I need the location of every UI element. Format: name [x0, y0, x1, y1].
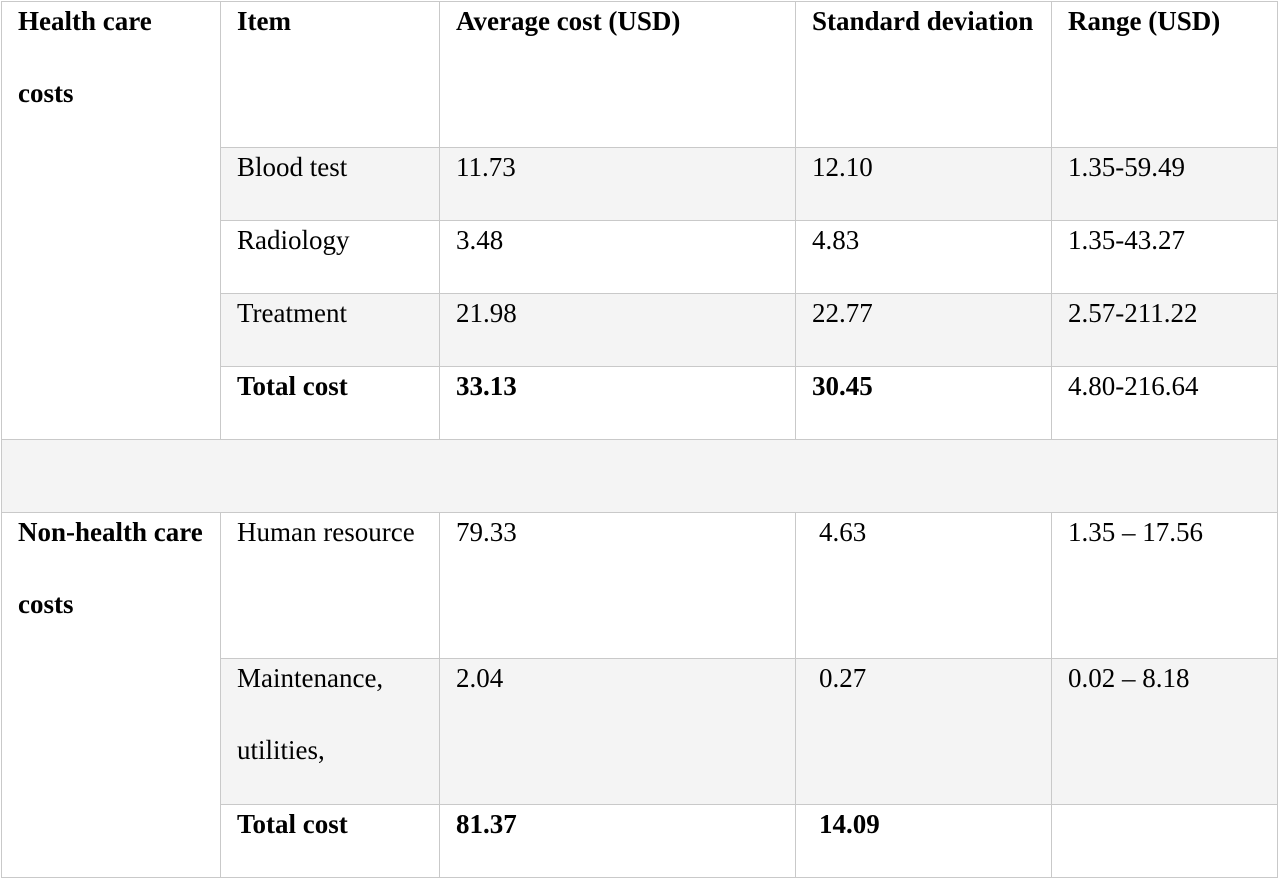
header-row: Health care costs Item Average cost (USD…	[1, 1, 1278, 440]
category-non-health-care-costs: Non-health care costs	[1, 512, 221, 878]
range-cell: 2.57-211.22	[1051, 293, 1278, 367]
std-cell: 14.09	[795, 804, 1052, 878]
std-cell: 30.45	[795, 366, 1052, 440]
header-item: Item	[220, 1, 440, 148]
spacer-cell	[1, 439, 1278, 513]
range-cell	[1051, 804, 1278, 878]
category-health-care-costs: Health care costs	[1, 1, 221, 440]
average-cell: 81.37	[439, 804, 796, 878]
std-cell: 4.63	[795, 512, 1052, 659]
range-cell: 0.02 – 8.18	[1051, 658, 1278, 805]
table-row: Maintenance, utilities, 2.04 0.27 0.02 –…	[2, 658, 1278, 805]
std-cell: 4.83	[795, 220, 1052, 294]
average-cell: 21.98	[439, 293, 796, 367]
table-row: Blood test 11.73 12.10 1.35-59.49	[2, 147, 1278, 221]
range-cell: 1.35-59.49	[1051, 147, 1278, 221]
average-cell: 79.33	[439, 512, 796, 659]
item-cell: Radiology	[220, 220, 440, 294]
range-cell: 1.35 – 17.56	[1051, 512, 1278, 659]
header-range: Range (USD)	[1051, 1, 1278, 148]
table-row: Radiology 3.48 4.83 1.35-43.27	[2, 220, 1278, 294]
table-row: Non-health care costs Human resource 79.…	[1, 512, 1278, 878]
range-cell: 4.80-216.64	[1051, 366, 1278, 440]
item-cell: Human resource	[220, 512, 440, 659]
std-cell: 0.27	[795, 658, 1052, 805]
average-cell: 11.73	[439, 147, 796, 221]
item-cell: Blood test	[220, 147, 440, 221]
header-average-cost: Average cost (USD)	[439, 1, 796, 148]
spacer-row	[1, 439, 1278, 513]
item-cell: Maintenance, utilities,	[220, 658, 440, 805]
average-cell: 33.13	[439, 366, 796, 440]
header-standard-deviation: Standard deviation	[795, 1, 1052, 148]
item-cell: Total cost	[220, 366, 440, 440]
average-cell: 2.04	[439, 658, 796, 805]
table-row: Total cost 81.37 14.09	[2, 804, 1278, 878]
table-row: Total cost 33.13 30.45 4.80-216.64	[2, 366, 1278, 440]
item-cell: Total cost	[220, 804, 440, 878]
